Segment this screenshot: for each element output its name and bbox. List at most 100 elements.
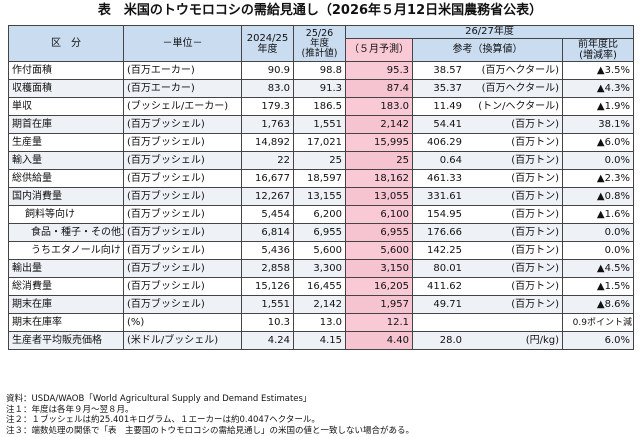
value-2025: 6,955 — [293, 223, 346, 242]
header-category: 区 分 — [8, 25, 124, 62]
reference-unit: (百万トン) — [511, 190, 559, 202]
row-label: 期首在庫 — [8, 115, 124, 134]
value-2026-forecast: 12.1 — [345, 313, 413, 332]
reference-cell — [412, 313, 563, 332]
reference-unit: (百万トン) — [511, 154, 559, 166]
reference-value: 176.66 — [427, 226, 462, 238]
value-2025: 16,455 — [293, 277, 346, 296]
row-label: 輸入量 — [8, 151, 124, 170]
reference-cell: 38.57 (百万ヘクタール) — [412, 61, 563, 80]
reference-cell: 54.41 (百万トン) — [412, 115, 563, 134]
change-rate: 0.9ポイント減 — [562, 313, 634, 332]
value-2026-forecast: 3,150 — [345, 259, 413, 278]
table-notes: 資料：USDA/WAOB「World Agricultural Supply a… — [6, 394, 636, 436]
row-unit: (百万ブッシェル) — [123, 151, 242, 170]
header-2026-forecast: （５月予測） — [345, 38, 413, 62]
reference-value: 11.49 — [433, 100, 462, 112]
row-unit: (百万ブッシェル) — [123, 205, 242, 224]
reference-unit: (百万トン) — [511, 244, 559, 256]
value-2024: 1,763 — [241, 115, 294, 134]
change-rate: 0.0% — [562, 151, 634, 170]
header-reference: 参考（換算値） — [412, 38, 563, 62]
header-2025: 25/26 年度 (推計値) — [293, 25, 346, 62]
value-2024: 4.24 — [241, 331, 294, 350]
reference-value: 0.64 — [439, 154, 462, 166]
reference-cell: 0.64 (百万トン) — [412, 151, 563, 170]
change-rate: ▲0.8% — [562, 187, 634, 206]
value-2024: 16,677 — [241, 169, 294, 188]
value-2024: 15,126 — [241, 277, 294, 296]
reference-cell: 461.33 (百万トン) — [412, 169, 563, 188]
value-2025: 5,600 — [293, 241, 346, 260]
note-2: 注２：１ブッシェルは約25.401キログラム、１エーカーは約0.4047ヘクター… — [6, 415, 320, 425]
reference-value: 80.01 — [433, 262, 462, 274]
table-row: 飼料等向け (百万ブッシェル) 5,454 6,200 6,100 154.95 (百万トン… — [8, 205, 634, 224]
change-rate: 0.0% — [562, 241, 634, 260]
table-row: うちエタノール向け (百万ブッシェル) 5,436 5,600 5,600 142.25(… — [8, 241, 634, 260]
row-unit: (百万ブッシェル) — [123, 295, 242, 314]
row-label: 期末在庫 — [8, 295, 124, 314]
note-1: 注１：年度は各年９月～翌８月。 — [6, 404, 134, 415]
table-row: 期末在庫率 (%) 10.3 13.0 12.1 0.9ポイント減 — [8, 313, 634, 332]
row-label: 国内消費量 — [8, 187, 124, 206]
value-2024: 90.9 — [241, 61, 294, 80]
reference-cell: 80.01 (百万トン) — [412, 259, 563, 278]
value-2025: 2,142 — [293, 295, 346, 314]
reference-value: 154.95 — [427, 208, 462, 220]
value-2025: 98.8 — [293, 61, 346, 80]
reference-value: 38.57 — [433, 64, 462, 76]
row-unit: (百万ブッシェル) — [123, 169, 242, 188]
reference-value: 142.25 — [427, 244, 462, 256]
reference-unit: (百万トン) — [511, 226, 559, 238]
supply-demand-table: 区 分 －単位－ 2024/25 年度 25/26 年度 (推計値) 26/27… — [8, 25, 634, 350]
value-2026-forecast: 4.40 — [345, 331, 413, 350]
value-2024: 5,436 — [241, 241, 294, 260]
value-2024: 179.3 — [241, 97, 294, 116]
reference-cell: 331.61 (百万トン) — [412, 187, 563, 206]
value-2026-forecast: 87.4 — [345, 79, 413, 98]
header-2024: 2024/25 年度 — [241, 25, 294, 62]
reference-unit: (百万トン) — [511, 208, 559, 220]
value-2024: 2,858 — [241, 259, 294, 278]
value-2024: 14,892 — [241, 133, 294, 152]
value-2026-forecast: 95.3 — [345, 61, 413, 80]
header-unit: －単位－ — [123, 25, 242, 62]
note-3: 注３：端数処理の関係で「表 主要国のトウモロコシの需給見通し」の米国の値と一致し… — [6, 425, 415, 436]
value-2025: 186.5 — [293, 97, 346, 116]
table-row: 単収 (ブッシェル/エーカー) 179.3 186.5 183.0 11.49 (トン/ヘク… — [8, 97, 634, 116]
row-label: 期末在庫率 — [8, 313, 124, 332]
reference-value: 54.41 — [433, 118, 462, 130]
reference-value: 406.29 — [427, 136, 462, 148]
value-2025: 25 — [293, 151, 346, 170]
reference-value: 411.62 — [427, 280, 462, 292]
change-rate: ▲4.3% — [562, 79, 634, 98]
table-row: 国内消費量 (百万ブッシェル) 12,267 13,155 13,055 331.61 (百… — [8, 187, 634, 206]
row-unit: (百万ブッシェル) — [123, 187, 242, 206]
change-rate: ▲3.5% — [562, 61, 634, 80]
row-label: 作付面積 — [8, 61, 124, 80]
reference-unit: (百万トン) — [511, 298, 559, 310]
value-2024: 10.3 — [241, 313, 294, 332]
reference-unit: (百万トン) — [511, 118, 559, 130]
value-2025: 3,300 — [293, 259, 346, 278]
reference-unit: (百万ヘクタール) — [481, 82, 559, 94]
change-rate: 0.0% — [562, 223, 634, 242]
change-rate: ▲8.6% — [562, 295, 634, 314]
reference-cell: 35.37 (百万ヘクタール) — [412, 79, 563, 98]
row-label: 飼料等向け — [8, 205, 124, 224]
table-row: 生産量 (百万ブッシェル) 14,892 17,021 15,995 406.29 (百万ト… — [8, 133, 634, 152]
value-2026-forecast: 25 — [345, 151, 413, 170]
row-label: 生産者平均販売価格 — [8, 331, 124, 350]
row-label: 輸出量 — [8, 259, 124, 278]
value-2026-forecast: 16,205 — [345, 277, 413, 296]
reference-unit: (百万ヘクタール) — [481, 64, 559, 76]
table-row: 輸出量 (百万ブッシェル) 2,858 3,300 3,150 80.01 (百万トン) ▲4… — [8, 259, 634, 278]
reference-cell: 49.71 (百万トン) — [412, 295, 563, 314]
table-row: 総供給量 (百万ブッシェル) 16,677 18,597 18,162 461.33 (百万… — [8, 169, 634, 188]
row-unit: (米ドル/ブッシェル) — [123, 331, 242, 350]
reference-cell: 11.49 (トン/ヘクタール) — [412, 97, 563, 116]
change-rate: 6.0% — [562, 331, 634, 350]
row-unit: (百万ブッシェル) — [123, 241, 242, 260]
value-2026-forecast: 1,957 — [345, 295, 413, 314]
value-2025: 91.3 — [293, 79, 346, 98]
